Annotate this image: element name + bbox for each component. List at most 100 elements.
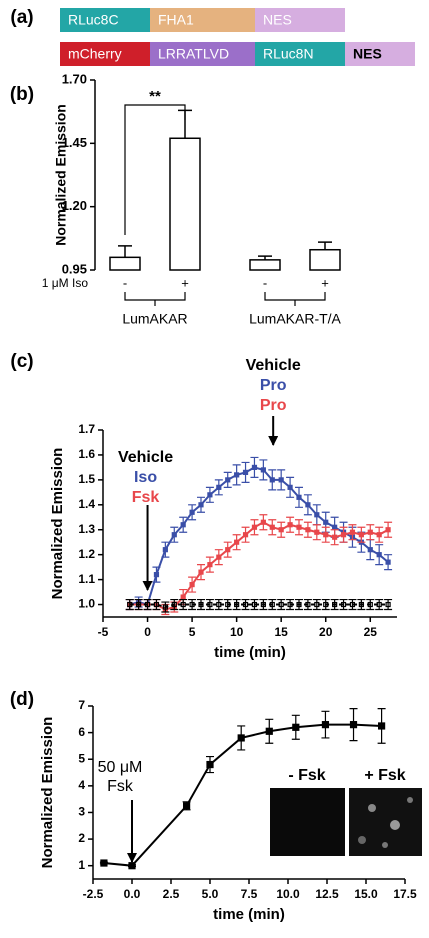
marker bbox=[367, 529, 373, 535]
error-bar bbox=[179, 598, 188, 611]
marker bbox=[323, 601, 329, 608]
error-bar bbox=[188, 598, 197, 611]
marker bbox=[269, 601, 275, 608]
y-axis-title: Normalized Emission bbox=[39, 717, 56, 869]
significance: ** bbox=[149, 88, 161, 105]
error-bar bbox=[258, 255, 272, 260]
marker bbox=[171, 532, 177, 538]
marker bbox=[314, 512, 320, 518]
marker bbox=[234, 472, 240, 478]
marker bbox=[189, 581, 195, 588]
x-tick-label: 15.0 bbox=[354, 887, 378, 901]
x-tick-label: 5.0 bbox=[202, 887, 219, 901]
marker bbox=[260, 467, 266, 473]
x-tick-label: 10 bbox=[230, 625, 244, 639]
error-bar bbox=[205, 598, 214, 611]
marker bbox=[305, 502, 311, 508]
y-tick-label: 0.95 bbox=[62, 261, 87, 276]
marker bbox=[376, 552, 382, 558]
marker bbox=[162, 547, 168, 553]
annotation: Vehicle bbox=[246, 357, 301, 374]
x-tick-label: - bbox=[263, 275, 267, 290]
error-bar bbox=[375, 598, 384, 611]
marker bbox=[378, 722, 386, 730]
y-tick-label: 1.4 bbox=[78, 497, 95, 511]
marker bbox=[260, 601, 266, 608]
marker bbox=[358, 601, 364, 608]
construct-label: FHA1 bbox=[158, 12, 194, 28]
series-line bbox=[129, 466, 389, 606]
marker bbox=[376, 601, 382, 608]
error-bar bbox=[143, 598, 152, 611]
marker bbox=[321, 721, 330, 729]
x-tick-label: - bbox=[123, 275, 127, 290]
marker bbox=[296, 524, 302, 530]
significance-bracket bbox=[124, 104, 186, 235]
error-bar bbox=[357, 598, 366, 611]
marker bbox=[287, 522, 293, 528]
error-bar bbox=[232, 598, 241, 611]
marker bbox=[314, 601, 320, 608]
error-bar bbox=[303, 598, 312, 611]
bar bbox=[309, 248, 341, 271]
panel-label: (d) bbox=[10, 689, 34, 710]
annotation: Pro bbox=[260, 397, 287, 414]
marker bbox=[242, 532, 249, 538]
x-tick-label: 20 bbox=[319, 625, 333, 639]
marker bbox=[234, 601, 240, 608]
marker bbox=[127, 601, 133, 608]
error-bar bbox=[268, 598, 277, 611]
group-label: LumAKAR bbox=[122, 311, 187, 327]
marker bbox=[305, 601, 311, 608]
bar bbox=[169, 137, 201, 271]
marker bbox=[349, 601, 356, 608]
y-tick-label: 1.5 bbox=[78, 472, 95, 486]
error-bar bbox=[125, 598, 134, 611]
marker bbox=[225, 547, 231, 553]
y-tick-label: 1.45 bbox=[62, 135, 87, 150]
x-tick-label: -5 bbox=[98, 625, 109, 639]
x-tick-label: 12.5 bbox=[315, 887, 339, 901]
marker bbox=[136, 601, 142, 608]
marker bbox=[269, 477, 275, 483]
error-bar bbox=[223, 598, 232, 611]
marker bbox=[251, 524, 258, 530]
cell bbox=[407, 797, 413, 803]
construct-label: mCherry bbox=[68, 46, 122, 62]
y-tick-label: 7 bbox=[78, 698, 85, 712]
error-bar bbox=[295, 598, 303, 611]
marker bbox=[367, 601, 373, 608]
construct-segment bbox=[345, 42, 415, 66]
cell bbox=[368, 804, 376, 812]
construct-segment bbox=[255, 42, 345, 66]
marker bbox=[153, 572, 160, 578]
marker bbox=[242, 601, 249, 608]
marker bbox=[225, 477, 231, 483]
group-label: LumAKAR-T/A bbox=[249, 311, 341, 327]
error-bar bbox=[339, 598, 348, 611]
marker bbox=[296, 601, 302, 608]
marker bbox=[323, 532, 329, 538]
marker bbox=[171, 601, 177, 608]
error-bar bbox=[118, 245, 132, 258]
series-label: Iso bbox=[134, 469, 157, 486]
y-axis-title: Normalized Emission bbox=[49, 448, 66, 600]
marker bbox=[189, 601, 195, 608]
error-bar bbox=[330, 598, 339, 611]
series-line bbox=[103, 723, 382, 867]
error-bar bbox=[348, 598, 357, 611]
error-bar bbox=[197, 598, 205, 611]
marker bbox=[287, 601, 293, 608]
marker bbox=[216, 601, 222, 608]
marker bbox=[198, 601, 204, 608]
bar bbox=[109, 256, 141, 271]
x-tick-label: 10.0 bbox=[276, 887, 300, 901]
error-bar bbox=[250, 598, 259, 611]
annotation: Fsk bbox=[107, 778, 134, 795]
y-tick-label: 2 bbox=[78, 831, 85, 845]
error-bar bbox=[318, 241, 332, 250]
marker bbox=[153, 601, 160, 608]
marker bbox=[251, 464, 258, 470]
x-axis-title: time (min) bbox=[213, 906, 285, 923]
marker bbox=[237, 734, 245, 742]
